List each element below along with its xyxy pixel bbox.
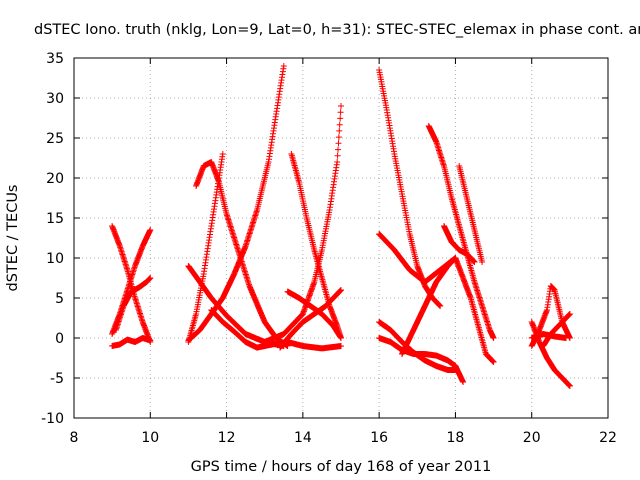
x-tick-label: 8 bbox=[70, 430, 79, 446]
series-14 bbox=[376, 67, 444, 309]
series-marks bbox=[288, 151, 344, 341]
series-marks bbox=[456, 163, 486, 265]
series-marks bbox=[109, 335, 154, 349]
series-marks bbox=[441, 223, 478, 265]
grid-lines bbox=[74, 58, 608, 418]
series-marks bbox=[540, 311, 573, 349]
y-tick-label: 10 bbox=[46, 251, 64, 267]
series-marks bbox=[376, 231, 497, 365]
x-tick-label: 22 bbox=[599, 430, 617, 446]
x-tick-label: 18 bbox=[447, 430, 465, 446]
data-marks bbox=[109, 63, 573, 389]
series-marks bbox=[261, 103, 344, 345]
x-tick-label: 16 bbox=[370, 430, 388, 446]
series-3 bbox=[109, 335, 154, 349]
x-tick-label: 20 bbox=[523, 430, 541, 446]
plot-frame bbox=[73, 57, 609, 419]
series-marks bbox=[376, 67, 444, 309]
series-21 bbox=[456, 163, 486, 265]
series-18 bbox=[376, 231, 497, 365]
series-marks bbox=[425, 123, 497, 341]
series-marks bbox=[113, 275, 154, 333]
x-tick-label: 12 bbox=[218, 430, 236, 446]
plot-area bbox=[109, 63, 573, 389]
axis-ticks: 8 10 12 14 16 18 20 22 -10 -5 0 5 10 15 20 25 30 35 bbox=[41, 51, 617, 446]
series-20 bbox=[441, 223, 478, 265]
x-axis-label: GPS time / hours of day 168 of year 2011 bbox=[191, 459, 492, 475]
y-tick-label: 20 bbox=[46, 171, 64, 187]
series-7 bbox=[185, 63, 287, 344]
y-tick-label: 15 bbox=[46, 211, 64, 227]
x-tick-label: 14 bbox=[294, 430, 312, 446]
series-11 bbox=[288, 151, 344, 341]
series-4 bbox=[113, 275, 154, 333]
y-tick-label: 0 bbox=[55, 331, 64, 347]
y-axis-label: dSTEC / TECUs bbox=[5, 185, 21, 292]
y-tick-label: 5 bbox=[55, 291, 64, 307]
series-13 bbox=[277, 287, 344, 351]
y-tick-label: 30 bbox=[46, 91, 64, 107]
series-10 bbox=[261, 103, 344, 345]
series-19 bbox=[425, 123, 497, 341]
y-tick-label: 25 bbox=[46, 131, 64, 147]
y-tick-label: -5 bbox=[50, 371, 64, 387]
y-tick-label: 35 bbox=[46, 51, 64, 67]
series-marks bbox=[277, 287, 344, 351]
y-tick-label: -10 bbox=[41, 411, 64, 427]
series-marks bbox=[185, 63, 287, 344]
series-25 bbox=[540, 311, 573, 349]
x-tick-label: 10 bbox=[141, 430, 159, 446]
chart-title: dSTEC Iono. truth (nklg, Lon=9, Lat=0, h… bbox=[34, 22, 640, 38]
